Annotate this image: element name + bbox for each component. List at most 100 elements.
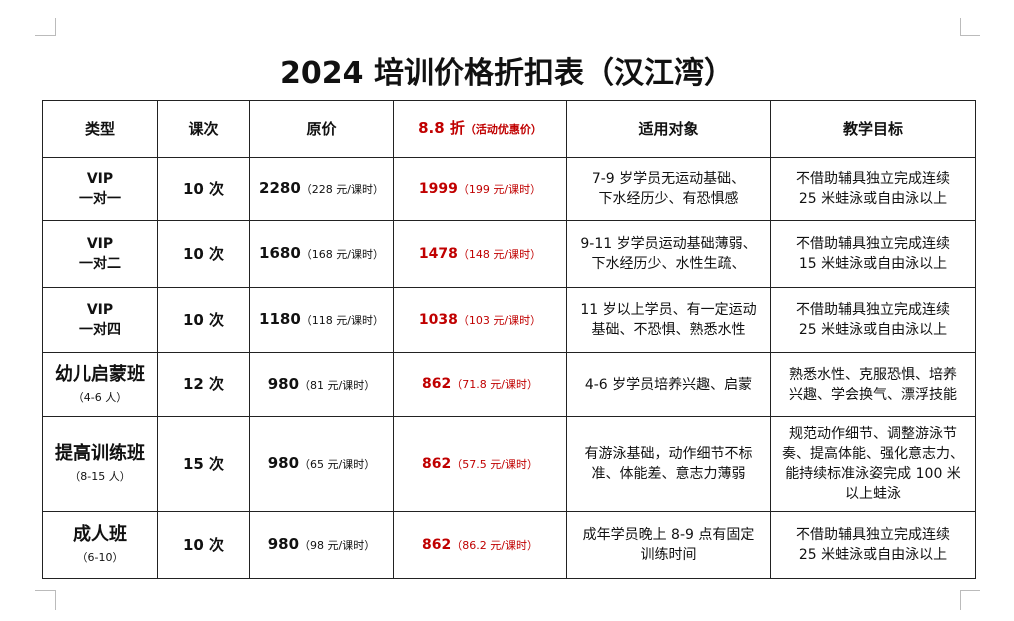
discount-note: （86.2 元/课时） (451, 538, 538, 552)
price-cell: 980（65 元/课时） (249, 416, 394, 512)
discount-text: 1038 (418, 311, 458, 328)
header-cell: 类型 (42, 100, 158, 158)
header-cell: 适用对象 (566, 100, 771, 158)
goal-cell: 规范动作细节、调整游泳节 奏、提高体能、强化意志力、 能持续标准泳姿完成 100 米… (770, 416, 976, 512)
price-text: 2280 (259, 179, 301, 197)
table-row: 成人班 （6-10） 10 次 980（98 元/课时） 862（86.2 元/课时）成… (42, 511, 976, 579)
target-text: 训练时间 (640, 547, 697, 563)
discount-note: （199 元/课时） (457, 182, 542, 196)
table-row: VIP 一对四 10 次 1180（118 元/课时） 1038（103 元/课时） 11… (42, 287, 976, 353)
sessions-text: 10 次 (182, 310, 225, 329)
goal-text: 规范动作细节、调整游泳节 (789, 426, 957, 442)
type-cell: VIP 一对二 (42, 220, 158, 288)
goal-text: 以上蛙泳 (845, 486, 901, 502)
target-text: 基础、不恐惧、熟悉水性 (591, 322, 746, 338)
discount-cell: 1999（199 元/课时） (393, 157, 567, 221)
discount-cell: 862（86.2 元/课时） (393, 511, 567, 579)
type-text: 一对一 (79, 191, 121, 207)
header-cell: 教学目标 (770, 100, 976, 158)
price-text: 980 (267, 535, 300, 553)
type-text: 幼儿启蒙班 (55, 363, 145, 385)
sessions-cell: 10 次 (157, 220, 250, 288)
price-note: （228 元/课时） (300, 183, 384, 196)
target-cell: 9-11 岁学员运动基础薄弱、 下水经历少、水性生疏、 (566, 220, 771, 288)
price-table: 类型 课次 原价 8.8 折（活动优惠价） 适用对象 教学目标 VIP 一对一 10 次 2280… (42, 100, 976, 579)
price-cell: 980（81 元/课时） (249, 352, 394, 417)
crop-mark (35, 35, 55, 36)
goal-text: 兴趣、学会换气、漂浮技能 (789, 386, 957, 403)
header-cell: 课次 (157, 100, 250, 158)
goal-cell: 不借助辅具独立完成连续 25 米蛙泳或自由泳以上 (770, 511, 976, 579)
header-text: 教学目标 (842, 120, 903, 138)
crop-mark (960, 590, 961, 610)
type-cell: VIP 一对四 (42, 287, 158, 353)
goal-text: 25 米蛙泳或自由泳以上 (798, 547, 948, 563)
price-note: （65 元/课时） (299, 458, 376, 471)
header-row: 类型 课次 原价 8.8 折（活动优惠价） 适用对象 教学目标 (42, 100, 976, 158)
discount-text: 1478 (418, 245, 458, 262)
price-cell: 1180（118 元/课时） (249, 287, 394, 353)
target-text: 9-11 岁学员运动基础薄弱、 (580, 236, 757, 252)
goal-text: 能持续标准泳姿完成 100 米 (785, 466, 961, 482)
type-text: 提高训练班 (55, 443, 145, 464)
type-text: 一对二 (79, 256, 121, 272)
type-text: VIP (86, 302, 114, 318)
type-cell: 提高训练班 （8-15 人） (42, 416, 158, 512)
price-text: 1680 (259, 244, 301, 262)
price-note: （118 元/课时） (300, 314, 384, 327)
discount-cell: 862（57.5 元/课时） (393, 416, 567, 512)
goal-text: 25 米蛙泳或自由泳以上 (798, 322, 948, 338)
header-text: 原价 (306, 120, 337, 138)
discount-text: 862 (422, 455, 452, 472)
sessions-cell: 15 次 (157, 416, 250, 512)
table-row: 提高训练班 （8-15 人） 15 次 980（65 元/课时） 862（57.5 元/… (42, 416, 976, 512)
goal-cell: 不借助辅具独立完成连续 25 米蛙泳或自由泳以上 (770, 157, 976, 221)
type-cell: VIP 一对一 (42, 157, 158, 221)
sessions-cell: 10 次 (157, 157, 250, 221)
table-row: VIP 一对二 10 次 1680（168 元/课时） 1478（148 元/课时） 9-… (42, 220, 976, 288)
price-note: （98 元/课时） (299, 539, 376, 552)
goal-text: 不借助辅具独立完成连续 (796, 527, 950, 543)
target-text: 有游泳基础，动作细节不标 (584, 446, 753, 462)
discount-cell: 1038（103 元/课时） (393, 287, 567, 353)
crop-mark (960, 35, 980, 36)
type-cell: 幼儿启蒙班 （4-6 人） (42, 352, 158, 417)
goal-cell: 熟悉水性、克服恐惧、培养 兴趣、学会换气、漂浮技能 (770, 352, 976, 417)
discount-note: （57.5 元/课时） (451, 457, 538, 471)
sessions-cell: 10 次 (157, 511, 250, 579)
header-cell: 原价 (249, 100, 394, 158)
type-text: 一对四 (79, 322, 121, 338)
header-text: 8.8 折 (418, 119, 465, 137)
crop-mark (35, 590, 55, 591)
target-text: 7-9 岁学员无运动基础、 (591, 171, 746, 187)
target-text: 11 岁以上学员、有一定运动 (580, 302, 757, 318)
discount-text: 1999 (418, 180, 458, 197)
target-text: 准、体能差、意志力薄弱 (591, 466, 746, 482)
target-cell: 4-6 岁学员培养兴趣、启蒙 (566, 352, 771, 417)
target-cell: 成年学员晚上 8-9 点有固定 训练时间 (566, 511, 771, 579)
price-cell: 2280（228 元/课时） (249, 157, 394, 221)
goal-text: 不借助辅具独立完成连续 (796, 171, 950, 187)
page-title: 2024 培训价格折扣表（汉江湾） (280, 56, 734, 91)
header-note: （活动优惠价） (464, 123, 542, 136)
price-text: 980 (267, 454, 300, 472)
header-text: 类型 (84, 120, 115, 138)
discount-cell: 862（71.8 元/课时） (393, 352, 567, 417)
price-cell: 1680（168 元/课时） (249, 220, 394, 288)
type-note: （8-15 人） (69, 470, 131, 483)
discount-note: （103 元/课时） (457, 313, 542, 327)
price-note: （81 元/课时） (299, 378, 376, 392)
discount-note: （148 元/课时） (457, 247, 542, 261)
crop-mark (960, 18, 961, 36)
goal-cell: 不借助辅具独立完成连续 15 米蛙泳或自由泳以上 (770, 220, 976, 288)
target-text: 成年学员晚上 8-9 点有固定 (582, 527, 755, 543)
goal-text: 奏、提高体能、强化意志力、 (782, 446, 964, 462)
target-cell: 有游泳基础，动作细节不标 准、体能差、意志力薄弱 (566, 416, 771, 512)
type-text: 成人班 (73, 524, 127, 545)
target-cell: 11 岁以上学员、有一定运动 基础、不恐惧、熟悉水性 (566, 287, 771, 353)
table-row: VIP 一对一 10 次 2280（228 元/课时） 1999（199 元/课时） 7-… (42, 157, 976, 221)
discount-text: 862 (422, 536, 452, 553)
crop-mark (55, 18, 56, 36)
sessions-text: 12 次 (182, 375, 225, 393)
goal-text: 不借助辅具独立完成连续 (796, 236, 950, 252)
